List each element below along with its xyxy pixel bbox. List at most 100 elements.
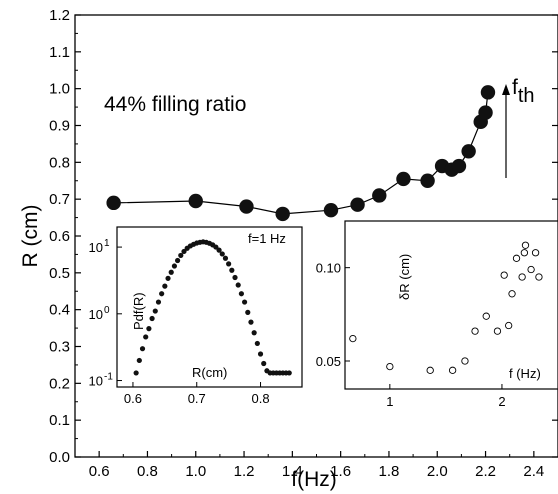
inset-deltaR-data-point — [505, 321, 513, 330]
main-data-point — [350, 197, 365, 212]
inset-deltaR-data-point — [461, 357, 469, 365]
inset-pdf-data-point — [165, 275, 171, 281]
inset-deltaR-x-label: f (Hz) — [509, 366, 541, 381]
inset-deltaR-data-point — [512, 254, 521, 262]
main-data-point — [239, 199, 254, 214]
inset-pdf-data-point — [216, 247, 222, 253]
inset-pdf-data-point — [219, 251, 225, 257]
inset-pdf-y-tick-label: 10 — [89, 240, 103, 255]
inset-deltaR-frame — [344, 220, 558, 390]
main-series-points — [106, 85, 496, 222]
inset-pdf-x-label: R(cm) — [192, 365, 227, 380]
inset-deltaR-y-tick-label: 0.10 — [316, 261, 341, 276]
inset-deltaR-points — [349, 241, 543, 374]
inset-pdf-ticks — [117, 246, 262, 387]
inset-deltaR-data-point — [493, 327, 502, 335]
main-x-tick-label: 0.8 — [137, 463, 158, 480]
main-y-tick-label: 1.0 — [49, 81, 70, 98]
inset-pdf-data-point — [171, 263, 178, 269]
inset-pdf-data-point — [235, 282, 241, 288]
inset-deltaR-data-point — [349, 334, 357, 343]
inset-pdf-y-tick-exponent: 1 — [104, 238, 110, 249]
main-y-tick-label: 0.4 — [49, 302, 70, 319]
threshold-arrow-head — [502, 84, 510, 95]
inset-pdf-y-label: Pdf(R) — [131, 292, 146, 330]
inset-pdf-data-point — [257, 351, 264, 357]
main-y-tick-label: 1.1 — [49, 44, 70, 61]
inset-pdf-data-point — [143, 334, 149, 340]
inset-deltaR-plot: 1 2 0.10 0.05 δR (cm) f (Hz) — [316, 220, 558, 409]
main-plot: 0.6 0.8 1.0 1.2 1.4 1.6 1.8 2.0 2.2 2.4 0.0 0.1 0.2 0… — [19, 7, 558, 491]
main-series-path — [113, 92, 489, 215]
main-data-point — [323, 203, 339, 218]
main-axis-ticks — [74, 14, 558, 458]
inset-pdf-data-point — [232, 274, 238, 281]
inset-deltaR-data-point — [535, 273, 543, 281]
inset-pdf-data-point — [155, 299, 162, 305]
inset-pdf-y-tick-label: 10 — [89, 307, 103, 322]
main-tick-labels: 0.6 0.8 1.0 1.2 1.4 1.6 1.8 2.0 2.2 2.4 0.0 0.1 0.2 0… — [49, 7, 544, 480]
inset-pdf-data-point — [139, 346, 146, 352]
inset-pdf-data-point — [146, 326, 152, 332]
inset-pdf-y-tick-exponent: 0 — [104, 305, 110, 316]
inset-pdf-x-tick-label: 0.7 — [188, 391, 206, 406]
inset-deltaR-data-point — [448, 366, 457, 374]
main-data-point — [478, 105, 493, 120]
main-y-tick-label: 0.3 — [49, 339, 70, 356]
inset-deltaR-data-point — [520, 249, 529, 257]
threshold-label: fth — [512, 76, 535, 107]
inset-pdf-data-point — [286, 370, 292, 376]
inset-pdf-data-point — [261, 360, 267, 367]
inset-pdf-data-point — [226, 261, 232, 267]
inset-deltaR-data-point — [426, 366, 434, 374]
inset-pdf-note: f=1 Hz — [248, 231, 286, 246]
inset-pdf-data-point — [152, 308, 158, 314]
inset-pdf-data-point — [133, 370, 139, 376]
inset-deltaR-data-point — [471, 327, 479, 335]
main-y-tick-label: 0.2 — [49, 375, 70, 392]
inset-pdf-data-point — [222, 255, 229, 261]
inset-pdf-x-tick-label: 0.8 — [251, 391, 269, 406]
inset-pdf-points — [133, 239, 292, 376]
inset-deltaR-data-point — [508, 290, 516, 298]
main-data-point — [451, 158, 467, 174]
main-series-line — [113, 92, 489, 215]
inset-pdf-y-tick-label: 10 — [89, 374, 103, 389]
main-y-axis-label: R (cm) — [19, 205, 42, 268]
main-x-tick-label: 1.6 — [330, 463, 351, 480]
inset-pdf-y-tick-exponent: -1 — [104, 372, 113, 383]
main-x-tick-label: 1.2 — [234, 463, 255, 480]
inset-pdf-data-point — [245, 309, 251, 315]
inset-deltaR-x-tick-label: 1 — [386, 394, 393, 409]
inset-deltaR-data-point — [518, 273, 526, 281]
inset-pdf-data-point — [238, 291, 244, 297]
main-data-point — [461, 144, 476, 159]
inset-pdf-data-point — [254, 340, 260, 347]
main-data-point — [420, 173, 435, 188]
inset-deltaR-data-point — [386, 362, 394, 371]
main-y-tick-label: 1.2 — [49, 7, 70, 24]
main-y-tick-label: 0.1 — [49, 412, 70, 429]
main-x-tick-label: 1.8 — [379, 463, 400, 480]
main-y-tick-label: 0.7 — [49, 191, 70, 208]
main-data-point — [106, 195, 121, 211]
main-data-point — [275, 206, 290, 222]
inset-pdf-frame — [116, 226, 303, 388]
filling-ratio-annotation: 44% filling ratio — [104, 93, 246, 116]
inset-pdf-data-point — [149, 315, 155, 322]
main-x-tick-label: 1.0 — [185, 463, 206, 480]
main-data-point — [396, 171, 411, 187]
main-y-tick-label: 0.8 — [49, 154, 70, 171]
inset-deltaR-y-label: δR (cm) — [397, 254, 412, 300]
inset-pdf-data-point — [181, 248, 187, 255]
inset-pdf-data-point — [251, 330, 257, 336]
inset-deltaR-tick-labels: 1 2 0.10 0.05 — [316, 261, 506, 409]
main-y-tick-label: 0.5 — [49, 265, 70, 282]
main-data-point — [188, 193, 203, 209]
main-data-point — [480, 85, 496, 100]
main-data-point — [372, 188, 387, 203]
inset-pdf-data-point — [162, 283, 168, 289]
